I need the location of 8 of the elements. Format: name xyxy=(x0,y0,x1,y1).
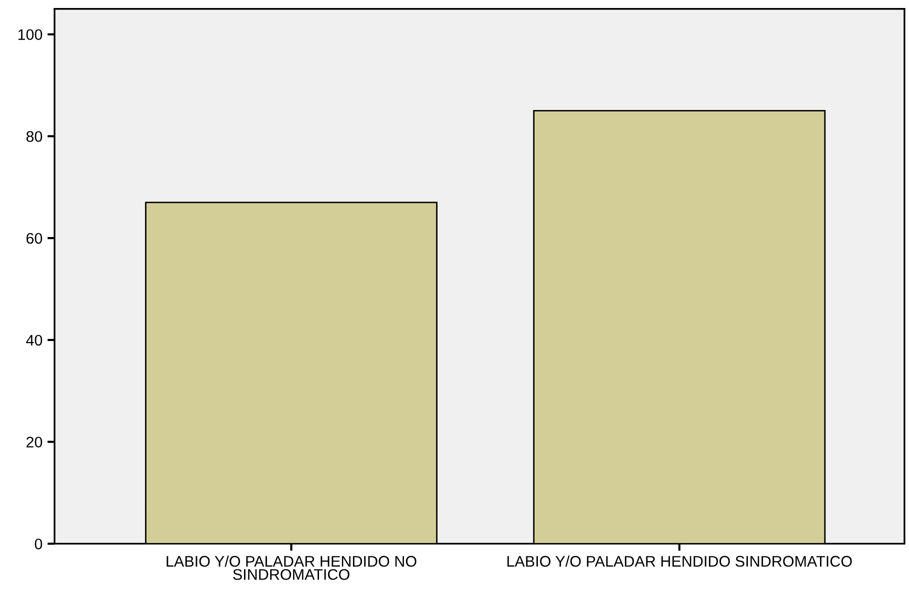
x-tick-label: LABIO Y/O PALADAR HENDIDO SINDROMATICO xyxy=(507,556,852,567)
x-tick-label: LABIO Y/O PALADAR HENDIDO NO SINDROMATICO xyxy=(166,556,416,580)
y-tick-label: 0 xyxy=(34,538,42,550)
y-tick-label: 20 xyxy=(26,436,42,448)
y-tick-label: 100 xyxy=(18,29,42,40)
y-tick-label: 60 xyxy=(26,232,42,244)
y-tick-label: 80 xyxy=(26,131,42,142)
y-tick-label: 40 xyxy=(26,334,42,346)
